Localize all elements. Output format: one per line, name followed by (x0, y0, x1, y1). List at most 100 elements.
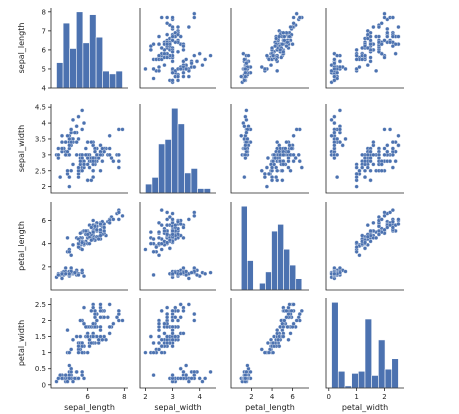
point-petal_width-sepal_width-86 (173, 334, 178, 339)
point-sepal_length-sepal_width-117 (192, 15, 197, 20)
point-sepal_width-sepal_length-141 (102, 149, 107, 154)
y-tick-label: 4 (42, 240, 47, 248)
point-petal_width-sepal_length-31 (74, 369, 79, 374)
point-sepal_width-petal_width-95 (360, 152, 365, 157)
point-sepal_width-sepal_length-117 (116, 127, 121, 132)
point-petal_length-sepal_width-48 (189, 270, 194, 275)
point-sepal_length-petal_length-98 (259, 65, 264, 70)
point-petal_width-sepal_width-49 (178, 376, 183, 381)
axes-spine (139, 298, 216, 389)
point-petal_length-sepal_length-81 (76, 245, 81, 250)
point-petal_width-sepal_length-42 (56, 376, 61, 381)
point-petal_width-sepal_length-119 (85, 334, 90, 339)
y-tick-label: 6 (42, 217, 47, 225)
point-petal_length-petal_width-132 (388, 223, 393, 228)
y-ticks-petal_width: 0 0.5 1 1.5 2 2.5 (35, 301, 51, 389)
point-sepal_width-petal_width-149 (376, 152, 381, 157)
point-sepal_width-petal_width-129 (371, 152, 376, 157)
point-sepal_length-sepal_width-93 (151, 66, 156, 71)
point-sepal_length-sepal_width-33 (203, 57, 208, 62)
hist-bar-petal_length-6 (277, 224, 284, 291)
point-sepal_width-petal_width-93 (354, 175, 359, 180)
point-petal_length-sepal_width-93 (151, 249, 156, 254)
point-petal_length-sepal_length-122 (116, 210, 121, 215)
point-petal_width-sepal_width-91 (170, 337, 175, 342)
point-sepal_length-petal_length-42 (242, 78, 247, 83)
point-petal_length-sepal_length-121 (78, 231, 83, 236)
point-sepal_length-petal_length-49 (243, 66, 248, 71)
point-petal_width-sepal_width-149 (170, 324, 175, 329)
point-petal_width-sepal_length-134 (87, 337, 92, 342)
point-petal_length-sepal_width-33 (203, 271, 208, 276)
point-petal_width-sepal_width-119 (148, 334, 153, 339)
point-sepal_width-sepal_length-90 (76, 165, 81, 170)
y-tick-label: 0 (42, 381, 46, 389)
point-sepal_width-sepal_length-147 (94, 152, 99, 157)
point-sepal_width-petal_length-98 (259, 168, 264, 173)
point-sepal_width-sepal_length-37 (65, 133, 70, 138)
panel-petal_length-vs-sepal_length (50, 202, 128, 291)
hist-bar-petal_width-7 (378, 339, 386, 389)
point-petal_width-sepal_length-145 (98, 308, 103, 313)
point-petal_width-sepal_width-31 (181, 369, 186, 374)
point-petal_length-petal_width-139 (385, 225, 390, 230)
point-sepal_width-petal_width-142 (379, 162, 384, 167)
point-sepal_width-petal_length-134 (286, 165, 291, 170)
point-petal_length-sepal_length-14 (81, 274, 87, 279)
point-sepal_width-sepal_length-121 (78, 159, 83, 164)
point-petal_width-sepal_width-41 (151, 373, 156, 378)
point-sepal_width-petal_length-143 (289, 146, 294, 151)
point-petal_length-sepal_width-64 (167, 246, 172, 251)
point-sepal_width-sepal_length-131 (120, 127, 125, 132)
axes-spine (325, 8, 404, 89)
point-petal_length-sepal_width-16 (194, 272, 200, 278)
hist-bar-sepal_width-2 (158, 143, 166, 194)
y-tick-label: 4.5 (35, 104, 46, 112)
point-sepal_length-sepal_width-24 (181, 70, 186, 75)
point-petal_length-petal_width-24 (332, 265, 337, 271)
panel-petal_length-vs-petal_length (230, 202, 309, 291)
panel-petal_length-vs-petal_width (325, 202, 404, 291)
point-petal_width-sepal_length-79 (80, 350, 85, 355)
point-sepal_width-petal_length-15 (244, 108, 249, 113)
point-petal_length-sepal_width-45 (170, 271, 175, 276)
point-sepal_length-sepal_width-14 (197, 51, 202, 56)
panel-sepal_width-vs-sepal_length (50, 104, 128, 194)
point-petal_width-sepal_width-32 (200, 379, 205, 384)
point-petal_width-sepal_length-130 (111, 321, 116, 326)
point-sepal_width-sepal_length-144 (98, 143, 103, 148)
y-tick-label: 1 (42, 349, 46, 357)
y-tick-label: 4 (42, 120, 47, 128)
point-petal_width-sepal_width-89 (156, 340, 162, 346)
point-petal_width-sepal_width-60 (143, 350, 148, 355)
point-petal_length-sepal_width-22 (186, 276, 191, 281)
point-sepal_length-sepal_width-130 (165, 21, 170, 26)
point-petal_length-sepal_width-119 (148, 230, 153, 235)
point-sepal_length-sepal_width-108 (156, 34, 162, 39)
point-petal_length-sepal_length-49 (67, 271, 72, 276)
point-sepal_width-petal_length-130 (291, 159, 296, 164)
point-sepal_width-petal_width-118 (390, 165, 395, 170)
point-sepal_length-petal_length-137 (285, 40, 290, 45)
y-tick-label: 2 (42, 263, 46, 271)
point-petal_length-sepal_length-42 (56, 272, 61, 278)
x-ticks-petal_width: 0 1 2 (327, 388, 387, 401)
point-petal_length-petal_width-149 (376, 228, 381, 234)
point-petal_width-sepal_width-139 (173, 315, 178, 320)
point-sepal_length-petal_width-36 (332, 57, 337, 62)
point-sepal_width-petal_width-32 (329, 117, 334, 122)
point-sepal_width-sepal_length-38 (56, 152, 61, 157)
point-sepal_length-sepal_width-113 (156, 53, 162, 58)
point-petal_length-sepal_width-43 (184, 269, 189, 274)
point-sepal_width-sepal_length-70 (83, 146, 88, 151)
point-sepal_length-petal_width-145 (390, 34, 395, 39)
point-sepal_width-sepal_length-59 (70, 162, 76, 167)
point-petal_width-sepal_length-129 (107, 331, 112, 336)
point-sepal_width-petal_length-49 (243, 143, 248, 148)
point-sepal_width-petal_width-109 (396, 133, 401, 138)
point-sepal_width-petal_width-60 (354, 184, 359, 189)
hist-bar-sepal_length-0 (56, 62, 64, 89)
point-petal_width-sepal_length-148 (89, 308, 94, 313)
point-petal_width-petal_length-81 (266, 350, 272, 355)
point-sepal_length-petal_length-149 (281, 49, 286, 54)
